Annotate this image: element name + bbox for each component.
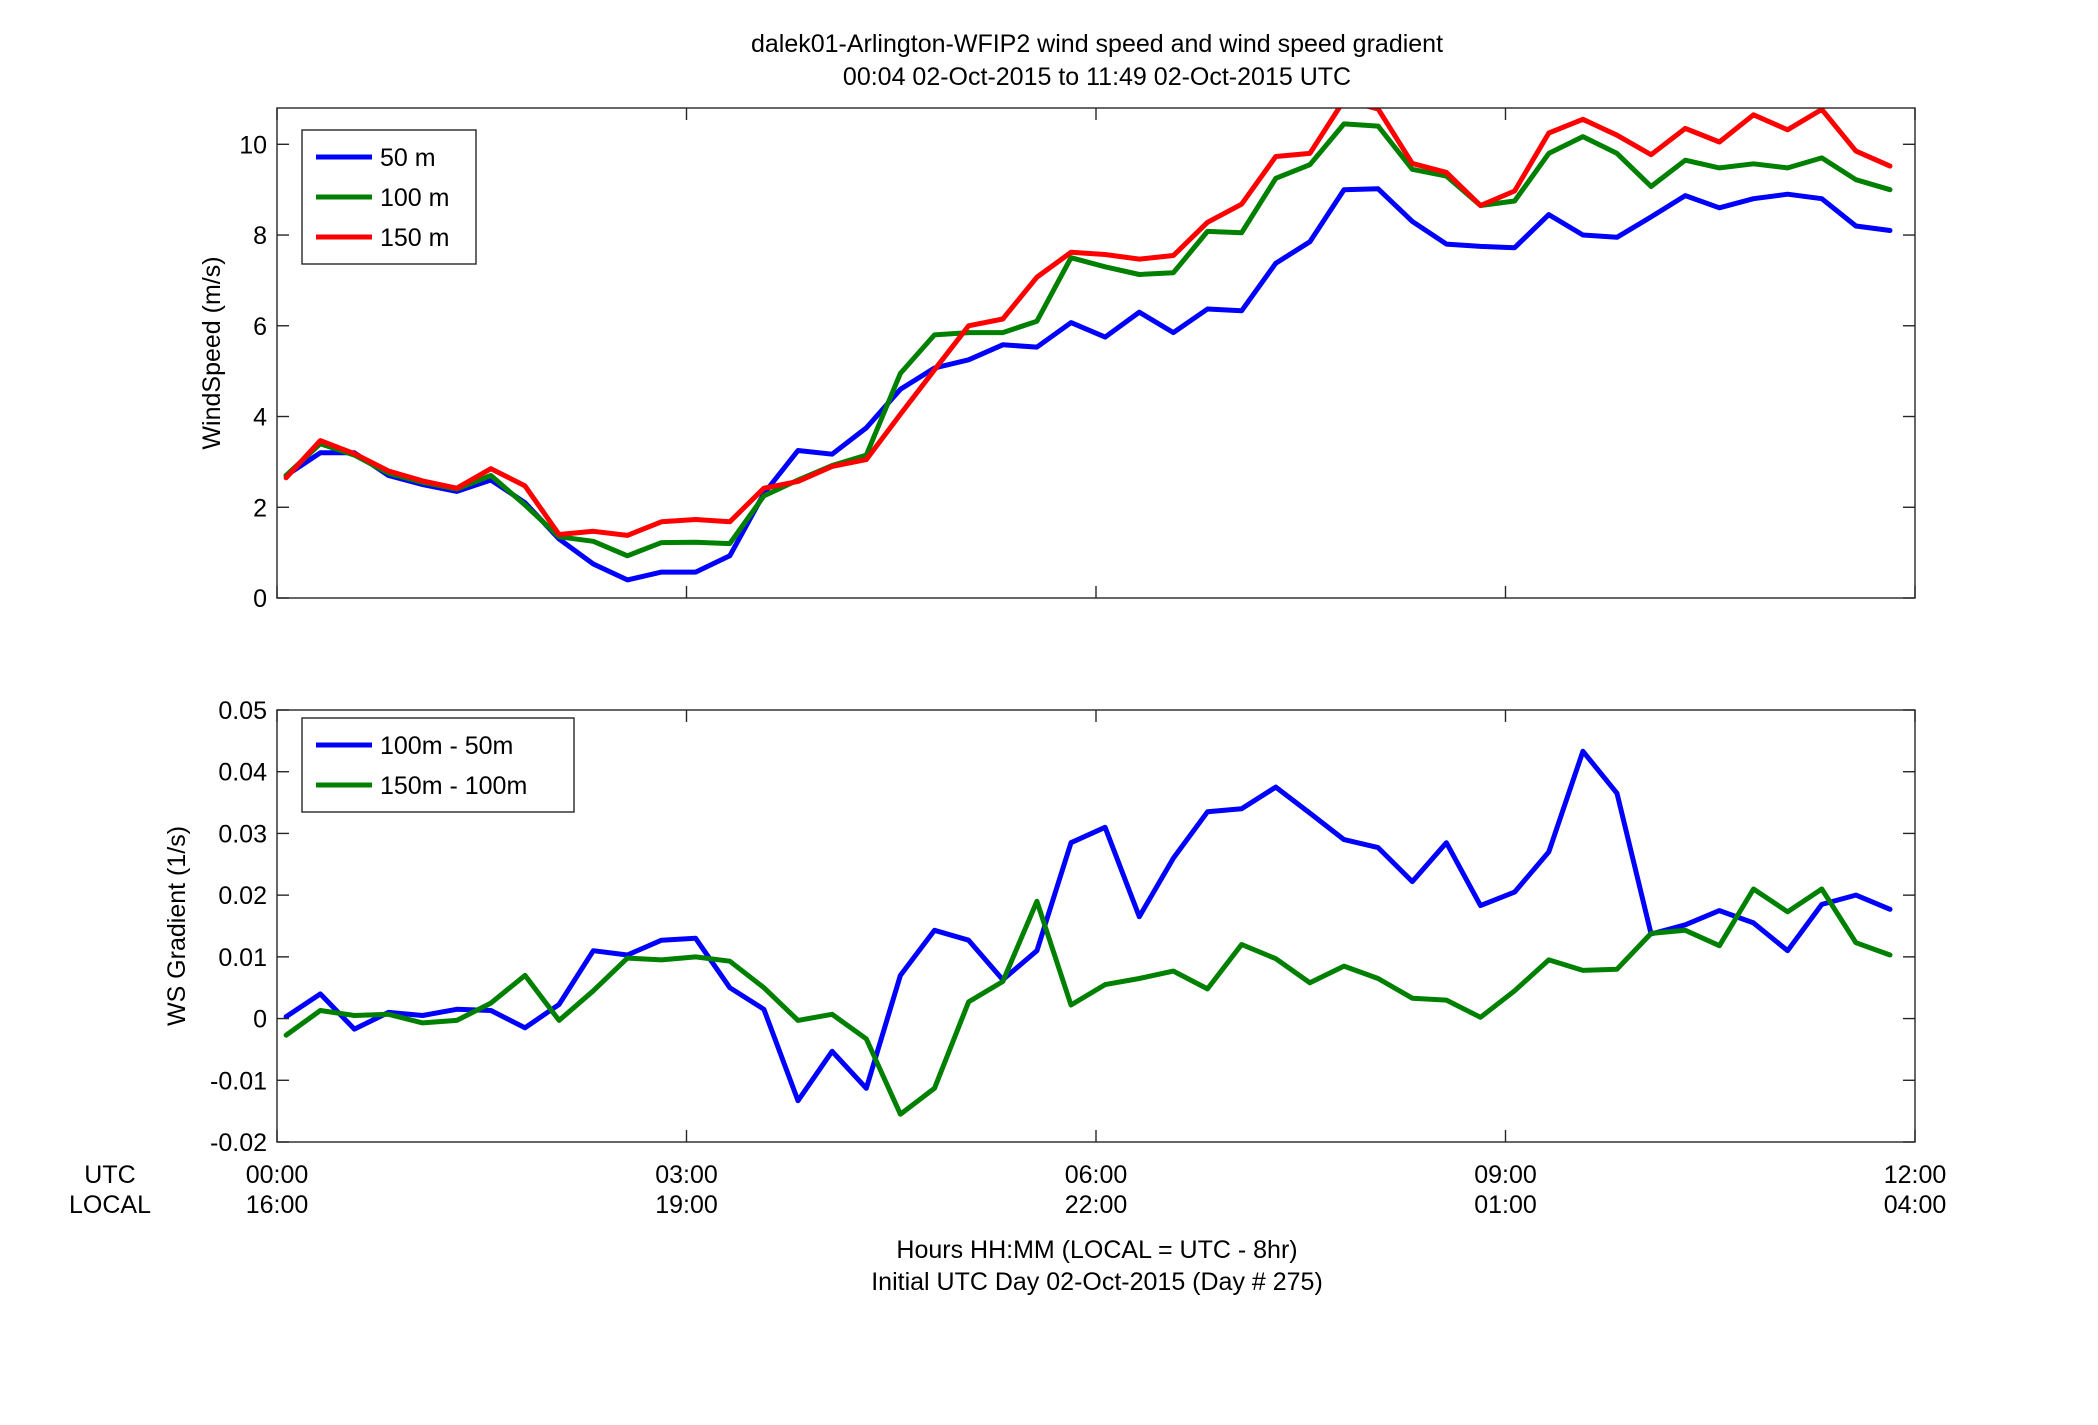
windspeed-series-3-line xyxy=(283,108,1893,538)
x-tick-label-local: 19:00 xyxy=(655,1191,718,1219)
gradient-legend-label: 150m - 100m xyxy=(380,772,527,800)
figure-subtitle: 00:04 02-Oct-2015 to 11:49 02-Oct-2015 U… xyxy=(843,63,1351,91)
x-tick-label-local: 16:00 xyxy=(246,1191,309,1219)
figure-title: dalek01-Arlington-WFIP2 wind speed and w… xyxy=(751,30,1443,58)
windspeed-series-2-line xyxy=(283,121,1893,559)
x-axis-label: Hours HH:MM (LOCAL = UTC - 8hr) xyxy=(896,1236,1297,1264)
gradient-ytick-label: 0.04 xyxy=(218,759,267,787)
windspeed-panel: 0 2 4 6 8 10 WindSpeed (m/s) 50 m 100 m 150 m xyxy=(198,107,1916,613)
x-tick-label-utc: 06:00 xyxy=(1065,1161,1128,1189)
gradient-legend-box xyxy=(301,717,575,813)
gradient-series-1-line xyxy=(283,748,1893,1104)
gradient-legend-label: 100m - 50m xyxy=(380,732,513,760)
x-tick-label-local: 01:00 xyxy=(1474,1191,1537,1219)
gradient-ylabel: WS Gradient (1/s) xyxy=(163,826,191,1026)
gradient-series-layer xyxy=(283,748,1893,1117)
windspeed-legend: 50 m 100 m 150 m xyxy=(301,129,477,265)
x-row-label-local: LOCAL xyxy=(69,1191,151,1219)
gradient-panel: -0.02 -0.01 0 0.01 0.02 0.03 0.04 0.05 WS Gradi… xyxy=(163,697,1916,1157)
x-row-label-utc: UTC xyxy=(84,1161,135,1189)
x-axis-sublabel: Initial UTC Day 02-Oct-2015 (Day # 275) xyxy=(871,1268,1323,1296)
x-tick-label-local: 22:00 xyxy=(1065,1191,1128,1219)
windspeed-ytick-label: 0 xyxy=(253,585,267,613)
windspeed-series-1-line xyxy=(283,186,1893,583)
windspeed-legend-label: 150 m xyxy=(380,224,449,252)
windspeed-ytick-label: 2 xyxy=(253,494,267,522)
windspeed-ytick-label: 4 xyxy=(253,404,267,432)
x-tick-label-local: 04:00 xyxy=(1884,1191,1947,1219)
windspeed-ytick-label: 8 xyxy=(253,222,267,250)
gradient-ytick-label: 0 xyxy=(253,1006,267,1034)
windspeed-ytick-label: 6 xyxy=(253,313,267,341)
windspeed-legend-label: 100 m xyxy=(380,184,449,212)
gradient-ytick-label: 0.03 xyxy=(218,820,267,848)
windspeed-ticks-layer: 0 2 4 6 8 10 xyxy=(239,108,1916,613)
gradient-ticks-layer: -0.02 -0.01 0 0.01 0.02 0.03 0.04 0.05 xyxy=(210,697,1916,1157)
windspeed-ytick-label: 10 xyxy=(239,131,267,159)
windspeed-series-layer xyxy=(283,108,1893,583)
windspeed-ylabel: WindSpeed (m/s) xyxy=(198,256,226,449)
windspeed-axes-frame xyxy=(276,107,1916,599)
gradient-ytick-label: 0.01 xyxy=(218,944,267,972)
x-tick-label-utc: 00:00 xyxy=(246,1161,309,1189)
gradient-series-2-line xyxy=(283,886,1893,1117)
gradient-ytick-label: -0.01 xyxy=(210,1067,267,1095)
gradient-legend: 100m - 50m 150m - 100m xyxy=(301,717,575,813)
windspeed-legend-label: 50 m xyxy=(380,144,436,172)
gradient-ytick-label: -0.02 xyxy=(210,1129,267,1157)
gradient-ytick-label: 0.02 xyxy=(218,882,267,910)
x-tick-label-utc: 12:00 xyxy=(1884,1161,1947,1189)
x-tick-label-utc: 09:00 xyxy=(1474,1161,1537,1189)
gradient-ytick-label: 0.05 xyxy=(218,697,267,725)
x-tick-label-utc: 03:00 xyxy=(655,1161,718,1189)
